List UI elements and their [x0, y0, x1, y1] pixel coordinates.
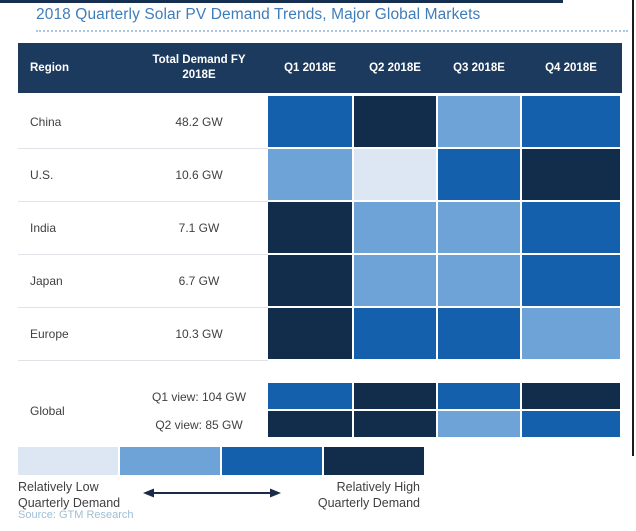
quarter-cells: [268, 96, 620, 149]
heat-cell: [522, 149, 620, 200]
heat-cell: [438, 308, 520, 359]
header-quarters: Q1 2018E Q2 2018E Q3 2018E Q4 2018E: [268, 62, 620, 74]
header-q3: Q3 2018E: [453, 62, 505, 74]
heat-cell: [354, 149, 436, 200]
heat-cell: [354, 96, 436, 147]
heat-cell: [354, 411, 436, 437]
legend-low-line1: Relatively Low: [18, 480, 99, 494]
region-label: Europe: [18, 308, 130, 361]
heat-cell: [354, 383, 436, 409]
legend-high-line2: Quarterly Demand: [317, 496, 420, 510]
heat-cell: [354, 202, 436, 253]
region-label-global: Global: [30, 403, 65, 418]
heat-cell: [268, 255, 352, 306]
total-demand-value: 48.2 GW: [130, 96, 268, 149]
heat-cell: [522, 202, 620, 253]
heat-cell: [354, 255, 436, 306]
total-demand-value: 6.7 GW: [130, 255, 268, 308]
legend-low-line2: Quarterly Demand: [18, 496, 121, 510]
right-edge-line: [632, 0, 634, 456]
table-header-row: Region Total Demand FY 2018E Q1 2018E Q2…: [18, 43, 622, 93]
table-row-india: India 7.1 GW: [18, 202, 622, 255]
heat-cell: [522, 308, 620, 359]
demand-heat-table: Region Total Demand FY 2018E Q1 2018E Q2…: [18, 43, 622, 361]
total-demand-value: 10.3 GW: [130, 308, 268, 361]
heat-cell: [522, 383, 620, 409]
table-row-japan: Japan 6.7 GW: [18, 255, 622, 308]
heat-cell: [268, 202, 352, 253]
legend-high-line1: Relatively High: [336, 480, 420, 494]
heat-cell: [438, 149, 520, 200]
title-underline-rule: [36, 30, 628, 32]
table-row-europe: Europe 10.3 GW: [18, 308, 622, 361]
heat-cell: [268, 149, 352, 200]
total-demand-value: 10.6 GW: [130, 149, 268, 202]
heat-cell: [268, 411, 352, 437]
legend-swatch-low: [18, 447, 118, 475]
legend-low-label: Relatively Low Quarterly Demand: [18, 479, 120, 511]
global-heat-cells: [268, 383, 620, 438]
double-arrow-icon: [143, 488, 281, 498]
legend-swatch-high: [324, 447, 424, 475]
heat-cell: [438, 96, 520, 147]
heat-cell: [438, 411, 520, 437]
region-label: Japan: [18, 255, 130, 308]
global-q1-view-row: [268, 383, 620, 409]
legend-swatch-medhigh: [222, 447, 322, 475]
legend-high-label: Relatively High Quarterly Demand: [250, 479, 420, 511]
heat-cell: [438, 202, 520, 253]
global-summary-section: Global Q1 view: 104 GW Q2 view: 85 GW: [18, 383, 622, 438]
legend-swatch-medlow: [120, 447, 220, 475]
region-label: China: [18, 96, 130, 149]
heat-cell: [268, 96, 352, 147]
header-q1: Q1 2018E: [284, 62, 336, 74]
top-accent-bar: [0, 0, 563, 3]
heat-cell: [354, 308, 436, 359]
region-label: India: [18, 202, 130, 255]
quarter-cells: [268, 308, 620, 361]
region-label: U.S.: [18, 149, 130, 202]
heat-cell: [522, 411, 620, 437]
heat-cell: [438, 383, 520, 409]
global-view-labels: Q1 view: 104 GW Q2 view: 85 GW: [130, 383, 268, 438]
header-q2: Q2 2018E: [369, 62, 421, 74]
heat-cell: [522, 96, 620, 147]
header-q4: Q4 2018E: [545, 62, 597, 74]
table-row-china: China 48.2 GW: [18, 96, 622, 149]
total-demand-value: 7.1 GW: [130, 202, 268, 255]
header-total-demand: Total Demand FY 2018E: [152, 54, 246, 81]
quarter-cells: [268, 202, 620, 255]
heat-cell: [268, 308, 352, 359]
table-row-us: U.S. 10.6 GW: [18, 149, 622, 202]
global-q2-view-row: [268, 411, 620, 437]
heat-cell: [438, 255, 520, 306]
heat-cell: [522, 255, 620, 306]
page-title: 2018 Quarterly Solar PV Demand Trends, M…: [36, 6, 481, 23]
legend-color-scale: [18, 447, 424, 475]
quarter-cells: [268, 255, 620, 308]
header-region: Region: [30, 62, 69, 74]
global-q1-view-label: Q1 view: 104 GW: [151, 389, 247, 404]
heat-cell: [268, 383, 352, 409]
source-attribution: Source: GTM Research: [18, 509, 134, 521]
global-q2-view-label: Q2 view: 85 GW: [155, 417, 243, 432]
quarter-cells: [268, 149, 620, 202]
